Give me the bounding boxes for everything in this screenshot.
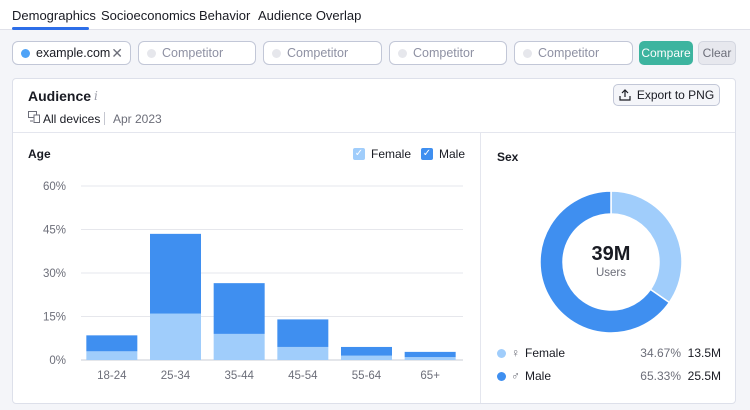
export-png-button[interactable]: Export to PNG: [613, 84, 720, 106]
y-tick-label: 0%: [49, 355, 66, 367]
bar-female-45-54: [277, 346, 329, 360]
x-tick-label: 25-34: [161, 370, 191, 382]
legend-male-label: Male: [439, 147, 466, 161]
y-tick-label: 60%: [43, 181, 66, 193]
compare-button[interactable]: Compare: [639, 41, 693, 65]
legend-female[interactable]: ✓ Female: [353, 147, 411, 161]
competitor-dot: [398, 48, 407, 58]
sex-title: Sex: [497, 150, 519, 164]
competitor-field-3[interactable]: Competitor: [389, 41, 507, 65]
bar-male-55-64: [341, 346, 392, 356]
primary-domain-value: example.com: [36, 46, 111, 60]
male-label: Male: [525, 369, 552, 383]
y-tick-label: 15%: [43, 312, 66, 324]
bar-female-18-24: [86, 351, 138, 360]
legend-male[interactable]: ✓ Male: [421, 147, 465, 161]
sex-donut-chart: [540, 191, 682, 333]
male-dot: [497, 372, 506, 381]
audience-header: Audience i All devices Apr 2023 Export t…: [13, 79, 735, 133]
total-users-value: 39M: [591, 243, 631, 265]
devices-filter[interactable]: All devices: [43, 112, 101, 126]
competitor-field-2[interactable]: Competitor: [263, 41, 382, 65]
competitor-placeholder: Competitor: [413, 46, 475, 60]
bar-male-35-44: [213, 283, 265, 334]
audience-card: Audience i All devices Apr 2023 Export t…: [12, 78, 736, 404]
competitor-placeholder: Competitor: [287, 46, 349, 60]
female-label: Female: [525, 346, 566, 360]
competitor-field-4[interactable]: Competitor: [514, 41, 633, 65]
clear-domain-icon[interactable]: ✕: [111, 45, 123, 61]
bar-female-55-64: [341, 355, 392, 360]
tab-socioeconomics[interactable]: Socioeconomics: [101, 8, 196, 23]
y-tick-label: 45%: [43, 225, 66, 237]
checkbox-male[interactable]: ✓: [421, 148, 433, 160]
donut-slice-male: [540, 191, 671, 333]
clear-button[interactable]: Clear: [698, 41, 736, 65]
bar-female-35-44: [213, 333, 265, 360]
x-tick-label: 55-64: [352, 370, 382, 382]
primary-domain-dot: [21, 48, 30, 58]
divider: [104, 112, 105, 125]
female-percent: 34.67%: [640, 346, 681, 360]
export-label: Export to PNG: [636, 88, 715, 102]
tab-demographics[interactable]: Demographics: [12, 8, 96, 23]
info-icon[interactable]: i: [94, 89, 98, 103]
female-dot: [497, 349, 506, 358]
x-tick-label: 35-44: [224, 370, 254, 382]
tab-behavior[interactable]: Behavior: [199, 8, 251, 23]
competitor-dot: [147, 48, 156, 58]
competitor-dot: [272, 48, 281, 58]
female-value: 13.5M: [687, 346, 721, 360]
competitor-placeholder: Competitor: [162, 46, 224, 60]
competitor-placeholder: Competitor: [538, 46, 600, 60]
age-panel: Age ✓ Female ✓ Male 0% 15% 30% 45% 60% 18-24 2…: [13, 133, 481, 403]
male-percent: 65.33%: [640, 369, 681, 383]
female-icon: ♀: [511, 346, 520, 360]
sex-panel: Sex 39M Users ♀ Female 34.67% 13.5M ♂ Ma…: [482, 133, 735, 403]
bar-male-65+: [404, 351, 456, 358]
bar-female-25-34: [150, 313, 201, 360]
sex-row-female: ♀ Female 34.67% 13.5M: [497, 346, 721, 362]
audience-title: Audience: [28, 88, 92, 104]
age-title: Age: [28, 147, 51, 161]
bar-male-45-54: [277, 319, 329, 347]
total-users-label: Users: [595, 267, 627, 279]
y-tick-label: 30%: [43, 268, 66, 280]
male-value: 25.5M: [687, 369, 721, 383]
age-bar-chart: 0% 15% 30% 45% 60% 18-24 25-34 35-44 45-54 55-64 6…: [43, 181, 463, 382]
legend-female-label: Female: [371, 147, 412, 161]
tab-audience-overlap[interactable]: Audience Overlap: [258, 8, 362, 23]
competitor-field-1[interactable]: Competitor: [138, 41, 256, 65]
period-label: Apr 2023: [113, 112, 162, 126]
x-tick-label: 18-24: [97, 370, 127, 382]
competitor-dot: [523, 48, 532, 58]
x-tick-label: 65+: [420, 370, 440, 382]
devices-icon: [28, 111, 40, 123]
active-tab-indicator: [12, 27, 89, 30]
x-tick-label: 45-54: [288, 370, 318, 382]
upload-icon: [619, 89, 631, 101]
sex-row-male: ♂ Male 65.33% 25.5M: [497, 369, 721, 385]
bar-female-65+: [404, 357, 456, 360]
checkbox-female[interactable]: ✓: [353, 148, 365, 160]
domain-inputs-row: example.com ✕ Competitor Competitor Comp…: [0, 30, 750, 77]
tab-bar: Demographics Socioeconomics Behavior Aud…: [0, 0, 750, 30]
bar-male-25-34: [150, 233, 201, 314]
bar-male-18-24: [86, 335, 138, 352]
male-icon: ♂: [511, 369, 520, 383]
primary-domain-field[interactable]: example.com ✕: [12, 41, 131, 65]
